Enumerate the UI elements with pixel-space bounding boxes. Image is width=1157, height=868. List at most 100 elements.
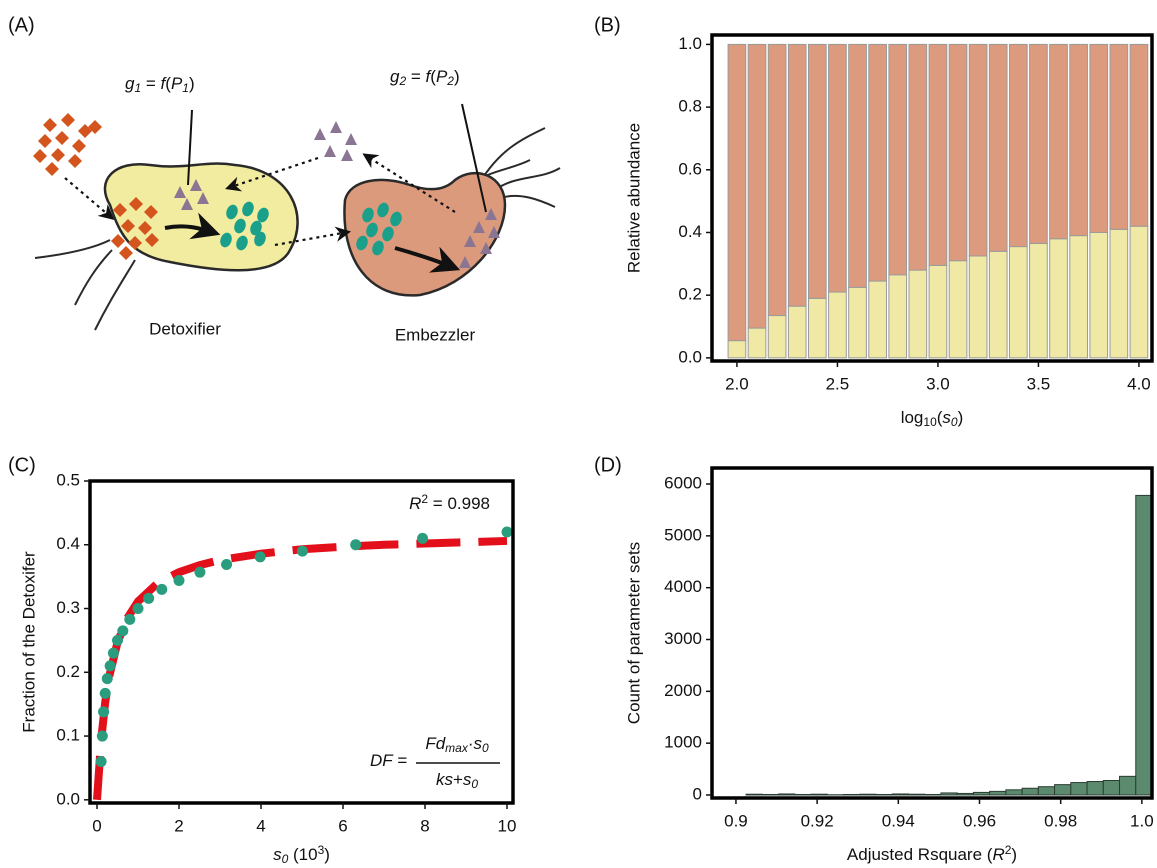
data-point <box>132 603 144 615</box>
bar-segment <box>747 43 767 329</box>
product <box>372 240 384 256</box>
x-tick-label: 3.0 <box>926 374 950 393</box>
toxin <box>119 246 133 260</box>
y-tick-label: 6000 <box>664 473 702 492</box>
text-part: s <box>273 845 282 864</box>
text-part: 0 <box>471 777 478 791</box>
data-point <box>101 673 113 685</box>
text-part: P <box>171 74 183 93</box>
bar-segment <box>1089 231 1109 359</box>
y-tick-label: 1.0 <box>678 34 702 53</box>
product <box>377 202 389 218</box>
histogram-bar <box>859 793 877 796</box>
histogram-bar <box>1037 786 1056 796</box>
text-part: s <box>463 770 472 789</box>
public-good <box>324 145 336 157</box>
y-tick-label: 0.0 <box>56 789 80 808</box>
bar-segment <box>988 43 1008 252</box>
bar-segment <box>888 43 908 276</box>
data-point <box>221 559 233 571</box>
toxin <box>61 113 75 127</box>
bar-segment <box>1069 235 1088 359</box>
formula-numerator: Fdmax·s0 <box>425 734 489 754</box>
bar-segment <box>1029 43 1048 244</box>
text-part: = 0.998 <box>428 494 490 513</box>
toxin <box>113 203 127 217</box>
x-axis-title: Adjusted Rsquare (R2) <box>847 843 1017 864</box>
text-part: g <box>390 67 400 86</box>
data-point <box>117 625 129 637</box>
x-tick-label: 2.0 <box>725 374 749 393</box>
bar-segment <box>1049 238 1068 359</box>
panel-label: (B) <box>594 14 621 36</box>
data-point <box>296 545 308 557</box>
pointer-line <box>187 109 193 186</box>
x-tick-label: 2 <box>174 816 183 835</box>
bar-segment <box>767 43 787 317</box>
data-point <box>107 647 119 659</box>
x-tick-label: 2.5 <box>826 374 850 393</box>
public-good <box>473 221 485 233</box>
text-part: (10 <box>288 845 317 864</box>
y-tick-label: 0.8 <box>678 97 702 116</box>
text-part: = <box>406 67 425 86</box>
data-point <box>417 532 429 544</box>
bar-segment <box>787 43 807 307</box>
toxin <box>128 236 142 250</box>
text-part: P <box>436 67 448 86</box>
flow-arrow <box>64 177 115 220</box>
pointer-line <box>461 103 487 213</box>
y-tick-label: 3000 <box>664 629 702 648</box>
bar-segment <box>828 43 847 293</box>
cell-label: Embezzler <box>395 325 476 344</box>
histogram-bar <box>940 792 958 796</box>
rate-label: g1 = f(P1) <box>125 74 195 94</box>
text-part: · <box>468 734 474 753</box>
product <box>220 232 232 248</box>
bar-segment <box>988 250 1008 359</box>
data-point <box>173 574 185 586</box>
toxin <box>88 120 102 134</box>
bar-segment <box>948 43 968 262</box>
data-point <box>254 551 266 563</box>
toxin <box>129 197 143 211</box>
histogram-bar <box>907 793 926 796</box>
text-part: s <box>942 408 951 427</box>
histogram-bar <box>875 793 893 796</box>
bar-segment <box>767 315 787 359</box>
bar-segment <box>868 43 887 282</box>
detoxifier-cell <box>103 162 299 272</box>
product <box>362 207 374 223</box>
bar-segment <box>787 305 807 359</box>
text-part: = <box>393 751 408 770</box>
bar-segment <box>1008 43 1028 248</box>
formula-denominator: ks+s0 <box>436 770 478 790</box>
text-part: R <box>409 494 421 513</box>
text-part: 2 <box>421 492 428 506</box>
data-point <box>350 539 362 551</box>
text-part: ks <box>436 770 454 789</box>
histogram-bar <box>956 792 974 796</box>
product <box>234 218 246 234</box>
y-tick-label: 0.3 <box>56 598 80 617</box>
data-point <box>501 526 513 538</box>
public-good <box>345 133 357 145</box>
data-point <box>124 613 136 625</box>
histogram-bar <box>924 793 942 796</box>
flow-arrow <box>225 156 319 192</box>
bar-segment <box>968 255 988 359</box>
bar-segment <box>908 269 928 359</box>
text-part: f <box>426 67 433 86</box>
text-part: 2 <box>1005 843 1012 857</box>
data-point <box>143 592 155 604</box>
bar-segment <box>868 280 887 359</box>
histogram-bar <box>778 793 796 796</box>
bar-segment <box>1109 43 1129 230</box>
histogram-bar <box>1102 779 1121 796</box>
formula-lhs: DF = <box>370 751 407 770</box>
text-part: + <box>453 770 463 789</box>
y-tick-label: 1000 <box>664 733 702 752</box>
public-good <box>174 186 186 198</box>
text-part: 0 <box>951 415 958 429</box>
